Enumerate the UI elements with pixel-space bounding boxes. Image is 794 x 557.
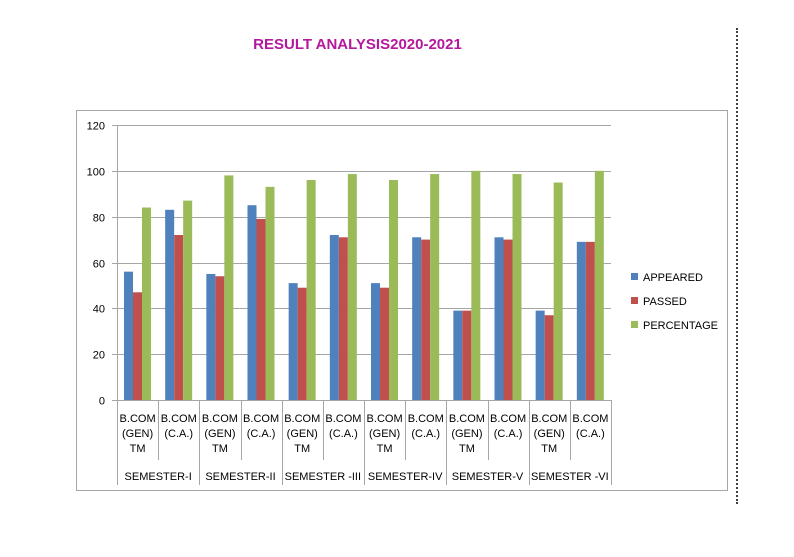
- x-tick-label: B.COM (C.A.): [161, 413, 197, 440]
- bar-appeared-7: [371, 283, 380, 400]
- bar-percentage-1: [142, 207, 151, 400]
- bar-passed-2: [174, 235, 184, 400]
- y-tick-label: 60: [93, 259, 105, 271]
- legend: APPEARED PASSED PERCENTAGE: [631, 272, 718, 332]
- bar-percentage-11: [553, 182, 563, 400]
- bar-passed-7: [380, 287, 389, 400]
- bar-percentage-8: [430, 174, 440, 400]
- x-tick-label: B.COM (C.A.): [243, 413, 279, 440]
- legend-label-percentage: PERCENTAGE: [643, 320, 718, 332]
- y-tick-label: 100: [87, 167, 105, 179]
- bar-percentage-12: [594, 170, 604, 400]
- bar-appeared-11: [535, 310, 545, 400]
- bar-percentage-3: [224, 175, 234, 400]
- x-tick-label: B.COM (GEN) TM: [120, 413, 156, 455]
- bar-passed-11: [544, 315, 554, 400]
- y-tick-label: 20: [93, 350, 105, 362]
- x-tick-label: B.COM (GEN) TM: [367, 413, 403, 455]
- y-tick-label: 40: [93, 304, 105, 316]
- bar-passed-1: [133, 292, 142, 400]
- bar-passed-8: [421, 239, 431, 400]
- legend-label-passed: PASSED: [643, 296, 687, 308]
- gridlines: [117, 125, 611, 355]
- bar-passed-10: [503, 239, 513, 400]
- y-tick-label: 120: [87, 121, 105, 133]
- bar-passed-3: [215, 276, 225, 400]
- axes: [112, 125, 612, 485]
- group-label: SEMESTER -III: [285, 471, 361, 483]
- bar-appeared-1: [124, 271, 133, 400]
- x-tick-label: B.COM (C.A.): [325, 413, 361, 440]
- bar-passed-5: [297, 287, 307, 400]
- x-tick-label: B.COM (GEN) TM: [531, 413, 567, 455]
- x-tick-label: B.COM (C.A.): [408, 413, 444, 440]
- chart-title: RESULT ANALYSIS2020-2021: [253, 36, 462, 53]
- x-tick-label: B.COM (GEN) TM: [449, 413, 485, 455]
- legend-swatch-appeared: [631, 273, 638, 280]
- group-label: SEMESTER-IV: [368, 471, 443, 483]
- bar-appeared-10: [494, 237, 504, 400]
- bar-appeared-9: [453, 310, 463, 400]
- bar-percentage-5: [306, 180, 316, 400]
- bar-appeared-5: [288, 283, 298, 400]
- bar-percentage-7: [389, 180, 398, 400]
- chart-border: [76, 110, 728, 491]
- bar-appeared-8: [412, 237, 422, 400]
- bar-appeared-3: [206, 273, 216, 400]
- bar-percentage-4: [265, 186, 275, 400]
- bar-percentage-2: [183, 200, 193, 400]
- bar-passed-9: [462, 310, 472, 400]
- x-tick-label: B.COM (GEN) TM: [284, 413, 320, 455]
- legend-swatch-passed: [631, 297, 638, 304]
- legend-label-appeared: APPEARED: [643, 272, 703, 284]
- x-tick-label: B.COM (C.A.): [572, 413, 608, 440]
- group-label: SEMESTER -VI: [531, 471, 609, 483]
- x-tick-label: B.COM (C.A.): [490, 413, 526, 440]
- bar-appeared-4: [247, 205, 257, 400]
- x-tick-label: B.COM (GEN) TM: [202, 413, 238, 455]
- bar-appeared-12: [576, 241, 586, 400]
- bar-passed-12: [585, 241, 595, 400]
- bars: [124, 170, 604, 400]
- bar-passed-6: [338, 237, 348, 400]
- group-label: SEMESTER-V: [452, 471, 524, 483]
- bar-percentage-10: [512, 174, 522, 400]
- y-tick-label: 80: [93, 213, 105, 225]
- y-tick-label: 0: [99, 396, 105, 408]
- group-label: SEMESTER-II: [205, 471, 275, 483]
- legend-swatch-percentage: [631, 321, 638, 328]
- page-margin-dotted-line: [736, 28, 738, 504]
- bar-percentage-6: [347, 174, 357, 400]
- group-label: SEMESTER-I: [125, 471, 192, 483]
- bar-appeared-2: [165, 209, 175, 400]
- bar-percentage-9: [471, 170, 481, 400]
- bar-passed-4: [256, 218, 266, 400]
- bar-appeared-6: [329, 235, 339, 400]
